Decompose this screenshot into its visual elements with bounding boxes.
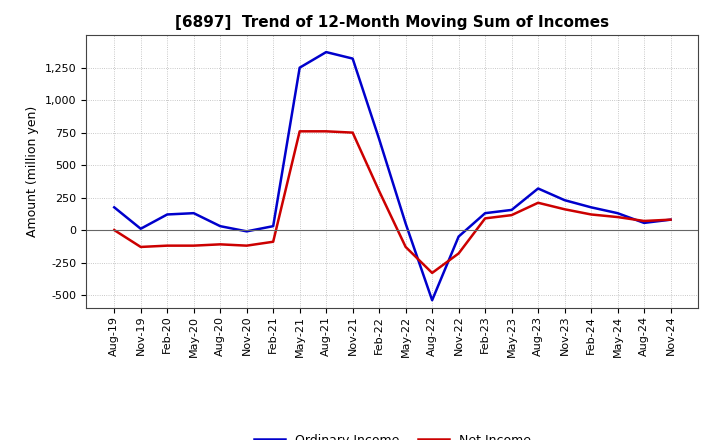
Ordinary Income [640,220,649,226]
Net Income [454,251,463,256]
Legend: Ordinary Income, Net Income: Ordinary Income, Net Income [248,429,536,440]
Ordinary Income [508,207,516,213]
Ordinary Income [428,297,436,303]
Net Income [375,188,384,194]
Ordinary Income [243,229,251,234]
Title: [6897]  Trend of 12-Month Moving Sum of Incomes: [6897] Trend of 12-Month Moving Sum of I… [176,15,609,30]
Ordinary Income [322,49,330,55]
Ordinary Income [587,205,595,210]
Net Income [216,242,225,247]
Ordinary Income [110,205,119,210]
Net Income [243,243,251,248]
Ordinary Income [560,198,569,203]
Net Income [136,244,145,249]
Net Income [163,243,171,248]
Ordinary Income [534,186,542,191]
Net Income [508,213,516,218]
Ordinary Income [348,56,357,61]
Net Income [534,200,542,205]
Ordinary Income [136,226,145,231]
Ordinary Income [269,224,277,229]
Ordinary Income [295,65,304,70]
Ordinary Income [189,210,198,216]
Ordinary Income [375,136,384,142]
Net Income [587,212,595,217]
Net Income [428,270,436,275]
Ordinary Income [666,217,675,222]
Net Income [348,130,357,135]
Ordinary Income [401,221,410,226]
Net Income [560,207,569,212]
Ordinary Income [613,210,622,216]
Ordinary Income [216,224,225,229]
Net Income [666,217,675,222]
Ordinary Income [454,234,463,239]
Net Income [189,243,198,248]
Net Income [640,218,649,224]
Ordinary Income [481,210,490,216]
Net Income [401,244,410,249]
Line: Net Income: Net Income [114,131,670,273]
Net Income [269,239,277,244]
Ordinary Income [163,212,171,217]
Line: Ordinary Income: Ordinary Income [114,52,670,300]
Net Income [110,227,119,233]
Y-axis label: Amount (million yen): Amount (million yen) [27,106,40,237]
Net Income [322,128,330,134]
Net Income [613,214,622,220]
Net Income [295,128,304,134]
Net Income [481,216,490,221]
